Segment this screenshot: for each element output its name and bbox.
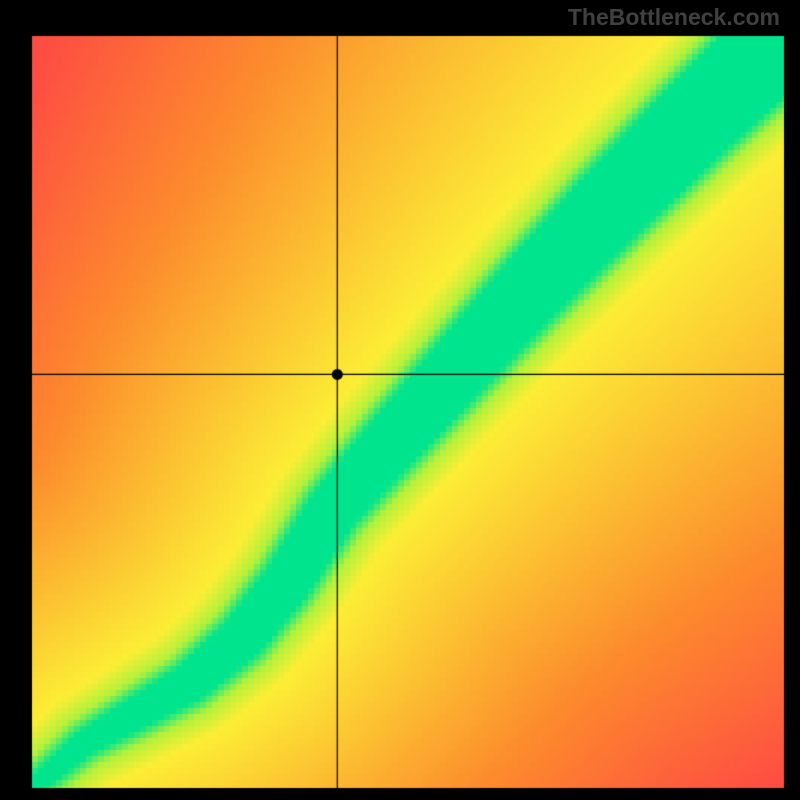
bottleneck-heatmap (0, 0, 800, 800)
watermark-text: TheBottleneck.com (568, 4, 780, 31)
chart-container: TheBottleneck.com (0, 0, 800, 800)
